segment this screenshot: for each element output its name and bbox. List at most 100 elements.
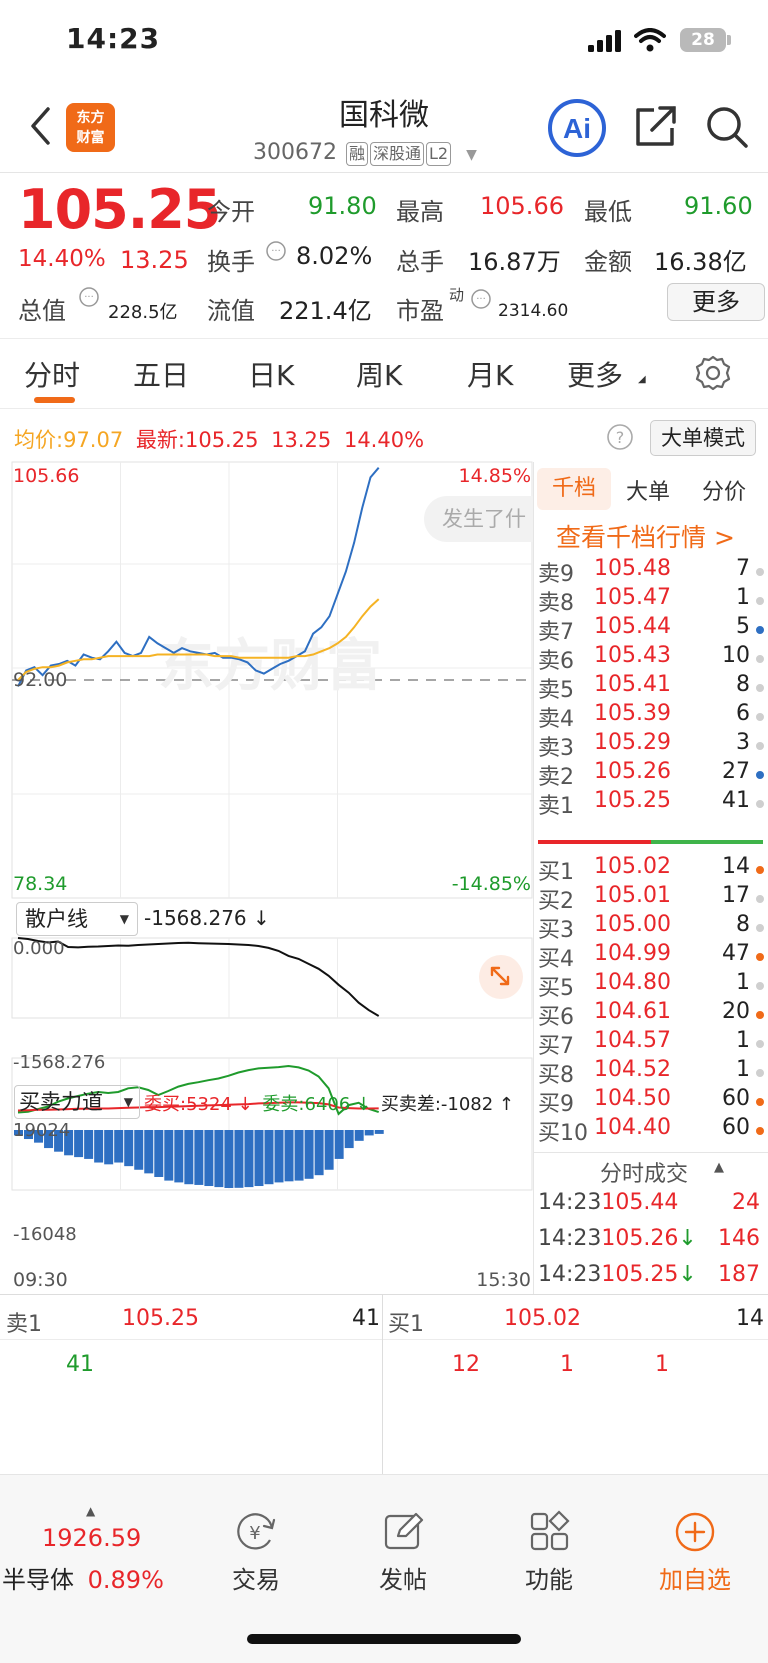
- intraday-chart[interactable]: 东方财富 105.66 14.85% 92.00 78.34 -14.85% 0…: [0, 460, 534, 1296]
- retail-axis-min: -1568.276: [13, 1052, 105, 1073]
- force-diff-bar: [194, 1130, 204, 1185]
- force-diff-bar: [254, 1130, 264, 1187]
- nav-post[interactable]: 发帖: [379, 1566, 427, 1594]
- index-value[interactable]: 1926.59: [42, 1524, 142, 1552]
- ob-sell-row[interactable]: 卖1 105.25 41: [538, 788, 764, 819]
- ob-sell-row[interactable]: 卖6 105.43 10: [538, 643, 764, 674]
- search-icon[interactable]: [704, 104, 750, 150]
- orderbook-tab-big[interactable]: 大单: [626, 480, 671, 505]
- ob-buy-row[interactable]: 买8 104.52 1: [538, 1057, 764, 1088]
- info-icon[interactable]: ···: [470, 288, 492, 310]
- ob-volume: 27: [722, 759, 750, 784]
- index-expand-icon: ▲: [86, 1504, 96, 1518]
- force-diff-bar: [274, 1130, 284, 1183]
- ob-price: 104.40: [594, 1115, 671, 1140]
- tab-daily-k[interactable]: 日K: [248, 359, 295, 392]
- pct-axis-min: -14.85%: [452, 873, 531, 895]
- ob-buy-row[interactable]: 买3 105.00 8: [538, 912, 764, 943]
- tick-volume: 24: [732, 1190, 760, 1215]
- tag-connect: 深股通: [370, 142, 425, 166]
- ob-sell-row[interactable]: 卖4 105.39 6: [538, 701, 764, 732]
- price-axis-mid: 92.00: [13, 669, 67, 691]
- tab-monthly-k[interactable]: 月K: [467, 359, 514, 392]
- app-logo: 东方 财富: [66, 103, 115, 152]
- tick-time: 14:23: [538, 1262, 602, 1287]
- volume-value: 16.87万: [468, 248, 561, 276]
- ob-volume: 60: [722, 1115, 750, 1140]
- back-icon[interactable]: [28, 106, 52, 146]
- nav-add-watchlist[interactable]: 加自选: [659, 1566, 731, 1594]
- info-icon[interactable]: ···: [265, 240, 287, 262]
- ob-buy-row[interactable]: 买4 104.99 47: [538, 941, 764, 972]
- ob-volume: 7: [736, 556, 750, 581]
- ob-level-label: 卖4: [538, 707, 574, 732]
- expand-icon[interactable]: [478, 954, 524, 1000]
- orderbook-tab-price[interactable]: 分价: [702, 480, 747, 505]
- add-watchlist-icon[interactable]: [673, 1510, 717, 1554]
- ob-sell-row[interactable]: 卖7 105.44 5: [538, 614, 764, 645]
- help-icon[interactable]: ?: [606, 423, 634, 451]
- view-depth-link[interactable]: 查看千档行情 >: [556, 523, 735, 552]
- ob-buy-row[interactable]: 买2 105.01 17: [538, 883, 764, 914]
- force-diff-bar: [24, 1130, 34, 1140]
- ticks-header[interactable]: 分时成交: [600, 1162, 689, 1187]
- queue-buy-label: 买1: [388, 1312, 424, 1337]
- ob-buy-row[interactable]: 买1 105.02 14: [538, 854, 764, 885]
- logo-line-2: 财富: [76, 130, 105, 146]
- bottom-nav: [0, 1474, 768, 1663]
- ob-level-label: 买6: [538, 1005, 574, 1030]
- ob-dot-icon: [756, 800, 764, 808]
- functions-icon[interactable]: [528, 1510, 572, 1554]
- news-popup[interactable]: 发生了什: [424, 496, 534, 542]
- orderbook-tab-depth[interactable]: 千档: [537, 468, 611, 510]
- post-icon[interactable]: [382, 1510, 426, 1554]
- ob-level-label: 买8: [538, 1063, 574, 1088]
- ob-buy-row[interactable]: 买6 104.61 20: [538, 999, 764, 1030]
- index-row[interactable]: 半导体 0.89%: [2, 1560, 164, 1595]
- nav-functions[interactable]: 功能: [525, 1566, 573, 1594]
- stock-code-row[interactable]: 300672 融深股通 L2 ▼: [253, 140, 477, 166]
- ob-price: 105.48: [594, 556, 671, 581]
- turnover-value: 8.02%: [296, 242, 373, 270]
- tick-time: 14:23: [538, 1226, 602, 1251]
- ob-volume: 3: [736, 730, 750, 755]
- ob-sell-row[interactable]: 卖3 105.29 3: [538, 730, 764, 761]
- trade-icon[interactable]: ¥: [234, 1510, 278, 1554]
- index-pct: 0.89%: [87, 1566, 164, 1594]
- nav-trade[interactable]: 交易: [232, 1566, 280, 1594]
- info-icon[interactable]: ···: [78, 286, 100, 308]
- orderbook-buy-list[interactable]: 买1 105.02 14 买2 105.01 17 买3 105.00 8 买4 104.99 47 买…: [534, 848, 768, 1152]
- price-line: [17, 467, 380, 687]
- tab-five-day[interactable]: 五日: [133, 359, 190, 392]
- ob-level-label: 买7: [538, 1034, 574, 1059]
- ob-buy-row[interactable]: 买9 104.50 60: [538, 1086, 764, 1117]
- low-value: 91.60: [684, 192, 753, 220]
- pe-label: 市盈: [396, 297, 444, 325]
- retail-line-select[interactable]: 散户线 ▼: [16, 902, 138, 936]
- ai-icon[interactable]: Ai: [546, 98, 608, 158]
- force-diff-bar: [64, 1130, 74, 1156]
- ob-buy-row[interactable]: 买7 104.57 1: [538, 1028, 764, 1059]
- ob-price: 105.39: [594, 701, 671, 726]
- ob-price: 105.41: [594, 672, 671, 697]
- latest-pct: 14.40%: [343, 428, 425, 452]
- ob-buy-row[interactable]: 买10 104.40 60: [538, 1115, 764, 1146]
- ob-sell-row[interactable]: 卖2 105.26 27: [538, 759, 764, 790]
- share-icon[interactable]: [632, 104, 678, 150]
- ob-sell-row[interactable]: 卖8 105.47 1: [538, 585, 764, 616]
- settings-icon[interactable]: [694, 354, 732, 392]
- tab-weekly-k[interactable]: 周K: [356, 359, 403, 392]
- ob-sell-row[interactable]: 卖5 105.41 8: [538, 672, 764, 703]
- ob-dot-icon: [756, 1011, 764, 1019]
- force-select[interactable]: 买卖力道 ▼: [14, 1085, 140, 1119]
- tab-more[interactable]: 更多: [567, 359, 624, 392]
- retail-line: [17, 937, 380, 1017]
- ob-sell-row[interactable]: 卖9 105.48 7: [538, 556, 764, 587]
- force-legend: 委买:5324 ↓ 委卖:6406 ↓ 买卖差:-1082 ↑: [144, 1090, 532, 1116]
- more-button[interactable]: 更多: [667, 283, 765, 321]
- ob-buy-row[interactable]: 买5 104.80 1: [538, 970, 764, 1001]
- force-diff-bar: [14, 1130, 23, 1136]
- big-order-mode-button[interactable]: 大单模式: [650, 420, 756, 456]
- high-label: 最高: [396, 198, 444, 226]
- tab-intraday[interactable]: 分时: [24, 359, 81, 392]
